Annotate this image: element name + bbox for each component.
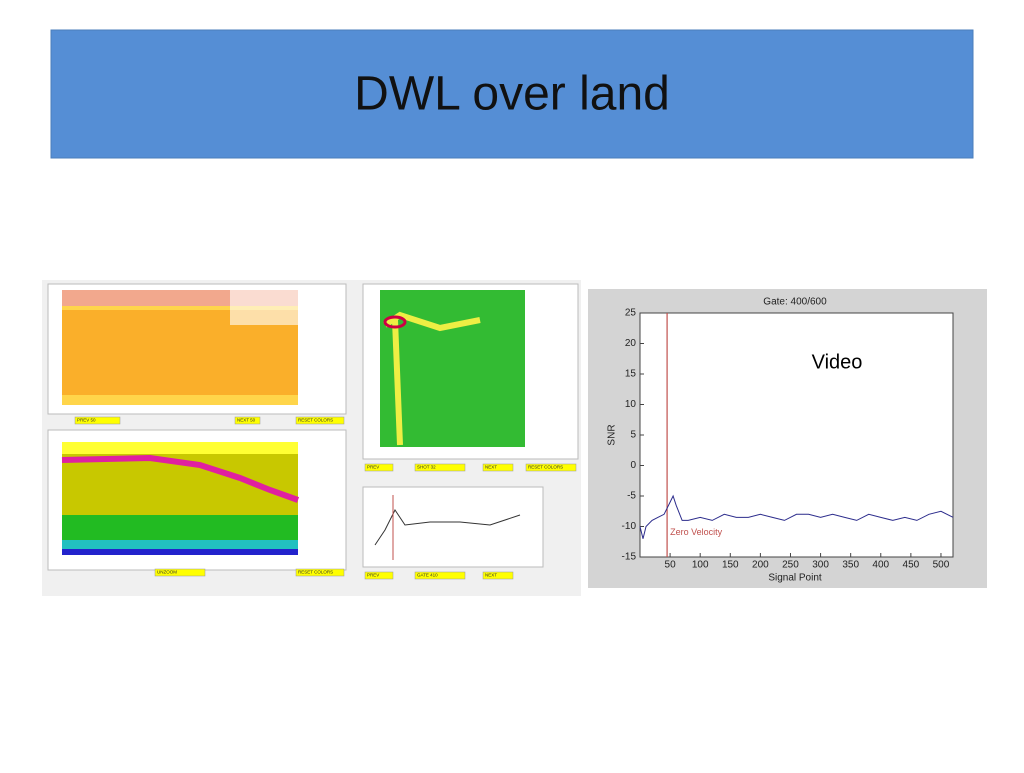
button <box>482 463 514 472</box>
heatmap-band <box>62 549 298 555</box>
annotation: Video <box>812 351 863 373</box>
heatmap-band <box>61 454 300 503</box>
x-tick-label: 400 <box>872 560 889 571</box>
x-tick-label: 50 <box>665 560 677 571</box>
button-label: PREV <box>367 465 379 470</box>
y-tick-label: -15 <box>622 552 637 563</box>
x-tick-label: 500 <box>933 560 950 571</box>
title-bar <box>50 29 974 159</box>
button <box>525 463 577 472</box>
y-tick-label: -5 <box>627 491 636 502</box>
button-label: RESET COLORS <box>298 570 333 575</box>
x-tick-label: 450 <box>903 560 920 571</box>
slide-title: DWL over land <box>354 68 670 121</box>
y-tick-label: 15 <box>625 369 637 380</box>
x-tick-label: 200 <box>752 560 769 571</box>
heatmap-band <box>62 515 298 540</box>
x-tick-label: 300 <box>812 560 829 571</box>
button-label: PREV <box>367 573 379 578</box>
x-tick-label: 350 <box>842 560 859 571</box>
heatmap-band <box>383 311 481 446</box>
panel <box>362 486 544 568</box>
button-label: NEXT <box>485 465 497 470</box>
heatmap-band <box>383 315 407 329</box>
button <box>295 568 345 577</box>
heatmap-band <box>230 290 298 325</box>
x-tick-label: 100 <box>692 560 709 571</box>
button <box>414 571 466 580</box>
button-label: NEXT 50 <box>237 418 256 423</box>
y-tick-label: -10 <box>622 521 637 532</box>
y-tick-label: 25 <box>625 308 637 319</box>
left-screenshot: PREV 50 NEXT 50 RESET COLORS UNZOOM RESET CO… <box>42 280 581 596</box>
button <box>364 463 394 472</box>
button-label: RESET COLORS <box>528 465 563 470</box>
button <box>74 416 121 425</box>
x-tick-label: 150 <box>722 560 739 571</box>
x-tick-label: 250 <box>782 560 799 571</box>
mini-line <box>374 509 521 546</box>
heatmap-band <box>62 442 298 454</box>
button <box>364 571 394 580</box>
button-label: SHOT 32 <box>417 465 436 470</box>
x-axis-label: Signal Point <box>768 573 822 584</box>
button-label: RESET COLORS <box>298 418 333 423</box>
y-tick-label: 10 <box>625 399 637 410</box>
button <box>295 416 345 425</box>
y-tick-label: 0 <box>630 460 636 471</box>
y-tick-label: 20 <box>625 338 637 349</box>
button <box>482 571 514 580</box>
reference-label: Zero Velocity <box>670 527 723 537</box>
button-label: NEXT <box>485 573 497 578</box>
y-axis-label: SNR <box>607 424 618 445</box>
button-label: GATE 410 <box>417 573 438 578</box>
button <box>414 463 466 472</box>
plot-title: Gate: 400/600 <box>763 297 827 308</box>
button-label: PREV 50 <box>77 418 96 423</box>
y-tick-label: 5 <box>630 430 636 441</box>
button <box>234 416 261 425</box>
line-series <box>639 494 954 539</box>
button <box>154 568 206 577</box>
button-label: UNZOOM <box>157 570 177 575</box>
